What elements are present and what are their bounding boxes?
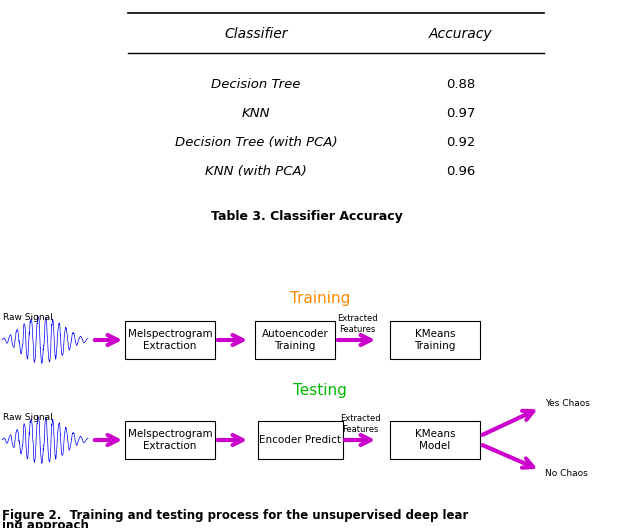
Text: Autoencoder
Training: Autoencoder Training (262, 329, 328, 351)
FancyBboxPatch shape (125, 421, 215, 459)
Text: KMeans
Model: KMeans Model (415, 429, 455, 451)
FancyBboxPatch shape (125, 321, 215, 359)
Text: 0.92: 0.92 (446, 136, 476, 149)
Text: Testing: Testing (293, 382, 347, 398)
Text: KNN: KNN (242, 107, 270, 120)
Text: Accuracy: Accuracy (429, 27, 493, 41)
Text: Raw Signal: Raw Signal (3, 413, 53, 422)
Text: Extracted
Features: Extracted Features (340, 414, 380, 433)
Text: No Chaos: No Chaos (545, 469, 588, 478)
Text: Melspectrogram
Extraction: Melspectrogram Extraction (128, 329, 212, 351)
Text: 0.97: 0.97 (446, 107, 476, 120)
Text: 0.96: 0.96 (446, 165, 476, 178)
FancyBboxPatch shape (255, 321, 335, 359)
Text: KMeans
Training: KMeans Training (414, 329, 456, 351)
Text: Figure 2.  Training and testing process for the unsupervised deep lear: Figure 2. Training and testing process f… (2, 510, 468, 523)
Text: Decision Tree (with PCA): Decision Tree (with PCA) (175, 136, 337, 149)
Text: Table 3. Classifier Accuracy: Table 3. Classifier Accuracy (211, 210, 403, 223)
Text: 0.88: 0.88 (446, 78, 476, 91)
Text: Classifier: Classifier (224, 27, 288, 41)
Text: Encoder Predict: Encoder Predict (259, 435, 341, 445)
FancyBboxPatch shape (390, 321, 480, 359)
Text: Melspectrogram
Extraction: Melspectrogram Extraction (128, 429, 212, 451)
Text: Yes Chaos: Yes Chaos (545, 400, 590, 409)
Text: Training: Training (290, 290, 350, 306)
FancyBboxPatch shape (257, 421, 342, 459)
Text: Decision Tree: Decision Tree (211, 78, 301, 91)
Text: Raw Signal: Raw Signal (3, 314, 53, 323)
Text: ing approach: ing approach (2, 520, 89, 528)
FancyBboxPatch shape (390, 421, 480, 459)
Text: KNN (with PCA): KNN (with PCA) (205, 165, 307, 178)
Text: Extracted
Features: Extracted Features (337, 314, 378, 334)
